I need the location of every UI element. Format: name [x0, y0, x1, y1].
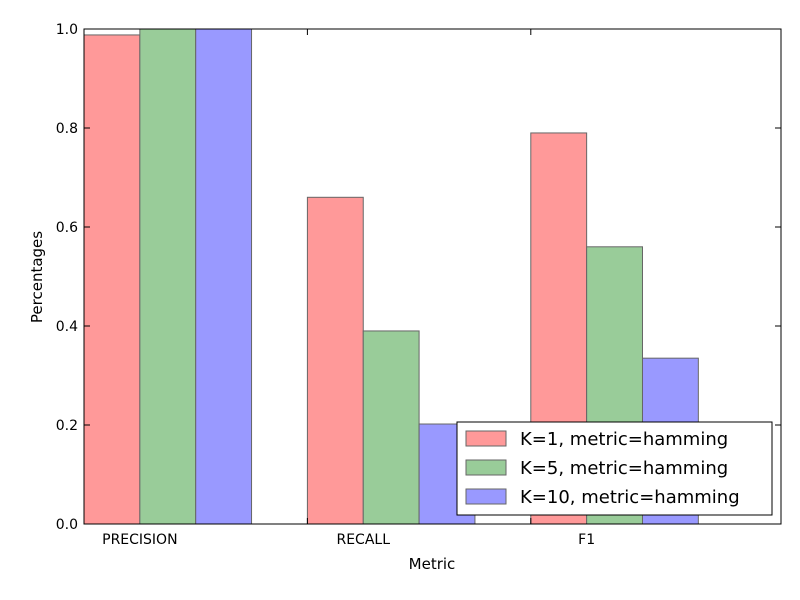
legend-label-series-1: K=1, metric=hamming	[520, 429, 728, 450]
x-axis: PRECISION RECALL F1	[83, 29, 595, 548]
bar-precision-series-1	[83, 34, 141, 525]
legend-label-series-3: K=10, metric=hamming	[520, 487, 740, 508]
y-tick-label: 0.8	[56, 121, 78, 137]
legend-box	[456, 421, 773, 516]
y-tick-label: 0.4	[56, 319, 78, 335]
y-tick-label: 1.0	[56, 22, 78, 38]
y-axis: 0.0 0.2 0.4 0.6 0.8 1.0	[56, 22, 781, 533]
legend-swatch-series-1	[465, 430, 507, 447]
x-tick-label-recall: RECALL	[336, 532, 390, 548]
y-tick-label: 0.6	[56, 220, 78, 236]
bar-recall-series-2	[362, 330, 420, 525]
bar-precision-series-2	[139, 28, 197, 525]
plot-frame	[83, 28, 782, 525]
legend: K=1, metric=hamming K=5, metric=hamming K=…	[456, 421, 773, 516]
x-tick-label-precision: PRECISION	[102, 532, 177, 548]
legend-label-series-2: K=5, metric=hamming	[520, 458, 728, 479]
y-tick-label: 0.0	[56, 517, 78, 533]
legend-swatch-series-2	[465, 459, 507, 476]
legend-swatch-series-3	[465, 488, 507, 505]
bar-precision-series-3	[195, 28, 253, 525]
y-axis-label: Percentages	[28, 231, 46, 323]
y-tick-label: 0.2	[56, 418, 78, 434]
bar-recall-series-1	[306, 196, 364, 525]
x-axis-label: Metric	[409, 555, 456, 573]
x-tick-label-f1: F1	[578, 532, 595, 548]
